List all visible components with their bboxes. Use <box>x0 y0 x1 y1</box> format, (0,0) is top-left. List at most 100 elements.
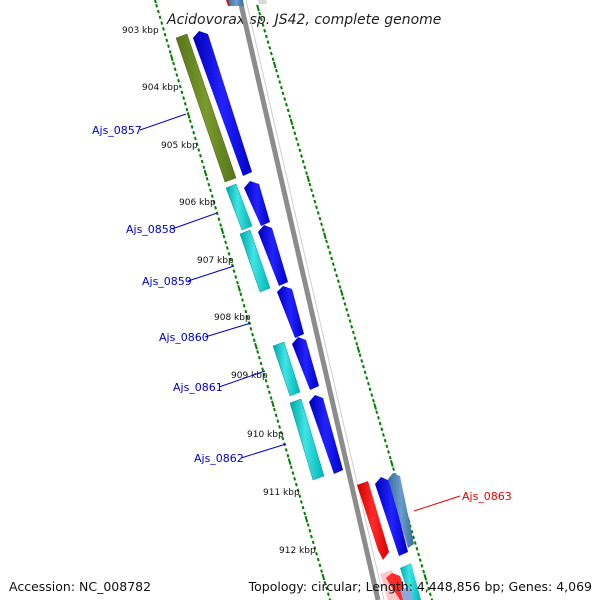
gene-blue-arrow-4[interactable] <box>292 337 319 390</box>
gene-ajs-0860-feature[interactable] <box>277 286 304 338</box>
ruler-major-tick <box>272 61 277 69</box>
ruler-minor-tick <box>279 430 283 435</box>
ruler-minor-tick <box>269 51 273 56</box>
ruler-minor-tick <box>368 387 372 392</box>
ruler-minor-tick <box>298 494 302 498</box>
ruler-minor-tick <box>227 252 231 256</box>
ruler-minor-tick <box>326 592 330 597</box>
gene-blue-arrow-1[interactable] <box>193 31 252 176</box>
ruler-minor-tick <box>333 268 337 272</box>
gene-ajs-0859-feature[interactable] <box>239 229 271 293</box>
ruler-minor-tick <box>284 448 288 452</box>
ruler-minor-tick <box>182 96 186 100</box>
gene-label-ajs-0858[interactable]: Ajs_0858 <box>126 223 176 236</box>
ruler-minor-tick <box>281 436 285 441</box>
gene-label-ajs-0857[interactable]: Ajs_0857 <box>92 124 142 137</box>
genome-summary-text: Topology: circular; Length: 4,448,856 bp… <box>248 579 592 594</box>
gene-label-ajs-0860[interactable]: Ajs_0860 <box>159 331 209 344</box>
ruler-minor-tick <box>167 44 170 48</box>
ruler-minor-tick <box>417 552 421 557</box>
ruler-minor-tick <box>165 38 169 43</box>
gene-label-ajs-0862[interactable]: Ajs_0862 <box>194 452 244 465</box>
ruler-major-tick <box>186 112 191 119</box>
ruler-minor-tick <box>205 177 209 181</box>
ruler-minor-tick <box>367 381 370 386</box>
map-title: Acidovorax sp. JS42, complete genome <box>166 12 441 28</box>
ruler-minor-tick <box>264 34 268 39</box>
ruler-minor-tick <box>234 275 238 279</box>
gene-blue-arrow-6[interactable] <box>375 477 408 556</box>
ruler-minor-tick <box>241 298 244 302</box>
gene-blue-arrow-3[interactable] <box>258 225 288 286</box>
gene-label-ajs-0863[interactable]: Ajs_0863 <box>462 490 512 503</box>
ruler-minor-tick <box>311 194 315 198</box>
ruler-minor-tick <box>415 546 419 551</box>
ruler-minor-tick <box>420 564 424 568</box>
ruler-minor-tick <box>372 398 375 403</box>
ruler-minor-tick <box>301 159 305 164</box>
ruler-minor-tick <box>236 280 239 285</box>
ruler-minor-tick <box>293 477 297 481</box>
ruler-minor-tick <box>343 302 347 306</box>
ruler-minor-tick <box>276 74 280 79</box>
gene-blue-arrow-5[interactable] <box>309 395 343 474</box>
ruler-minor-tick <box>274 413 278 418</box>
ruler-minor-tick <box>275 68 278 73</box>
ruler-minor-tick <box>370 393 374 397</box>
ruler-minor-tick <box>308 182 312 187</box>
ruler-minor-tick <box>383 438 387 443</box>
ruler-minor-tick <box>185 107 189 112</box>
ruler-minor-tick <box>286 108 290 113</box>
partial-genes-top <box>226 0 267 6</box>
ruler-minor-tick <box>291 125 295 130</box>
ruler-minor-tick <box>225 246 229 250</box>
ruler-minor-tick <box>313 199 317 204</box>
ruler-minor-tick <box>172 61 175 66</box>
ruler-minor-tick <box>273 407 276 412</box>
ruler-minor-tick <box>175 73 179 77</box>
gene-steel-arrow[interactable] <box>388 473 414 548</box>
ruler-minor-tick <box>200 159 204 164</box>
ruler-label-911: 911 kbp <box>263 488 300 498</box>
ruler-major-tick <box>356 346 361 353</box>
ruler-minor-tick <box>276 419 280 423</box>
ruler-minor-tick <box>299 500 303 504</box>
ruler-minor-tick <box>163 32 167 37</box>
ruler-minor-tick <box>195 142 199 147</box>
ruler-minor-tick <box>222 234 226 239</box>
ruler-major-tick <box>289 118 294 126</box>
ruler-minor-tick <box>318 563 322 568</box>
ruler-minor-tick <box>422 569 426 574</box>
ruler-minor-tick <box>362 364 365 369</box>
ruler-minor-tick <box>251 332 254 337</box>
gene-ajs-0861-feature[interactable] <box>272 341 301 397</box>
gene-ajs-0863-feature[interactable] <box>357 481 389 560</box>
gene-label-ajs-0861[interactable]: Ajs_0861 <box>173 381 223 394</box>
ruler-minor-tick <box>232 269 236 273</box>
gene-ajs-0857-feature[interactable] <box>175 33 237 183</box>
ruler-major-tick <box>373 403 377 410</box>
ruler-minor-tick <box>382 433 385 437</box>
gene-ajs-0862-feature[interactable] <box>289 398 325 481</box>
ruler-minor-tick <box>387 450 390 454</box>
ruler-minor-tick <box>328 250 332 255</box>
gene-ajs-0858-feature[interactable] <box>225 183 253 231</box>
ruler-minor-tick <box>351 330 355 335</box>
gene-blue-arrow-2[interactable] <box>244 181 270 226</box>
ruler-minor-tick <box>155 3 159 8</box>
ruler-minor-tick <box>350 324 354 329</box>
ruler-minor-tick <box>219 223 223 227</box>
ruler-minor-tick <box>308 528 312 533</box>
ruler-label-912: 912 kbp <box>279 546 316 556</box>
ruler-minor-tick <box>325 239 328 244</box>
ruler-minor-tick <box>305 171 308 175</box>
ruler-minor-tick <box>190 125 194 129</box>
ruler-minor-tick <box>193 136 197 141</box>
ruler-major-tick <box>339 289 344 296</box>
ruler-minor-tick <box>202 165 206 170</box>
gene-label-ajs-0859[interactable]: Ajs_0859 <box>142 275 192 288</box>
ruler-minor-tick <box>313 546 317 550</box>
ruler-minor-tick <box>325 586 329 591</box>
ruler-minor-tick <box>210 194 214 198</box>
